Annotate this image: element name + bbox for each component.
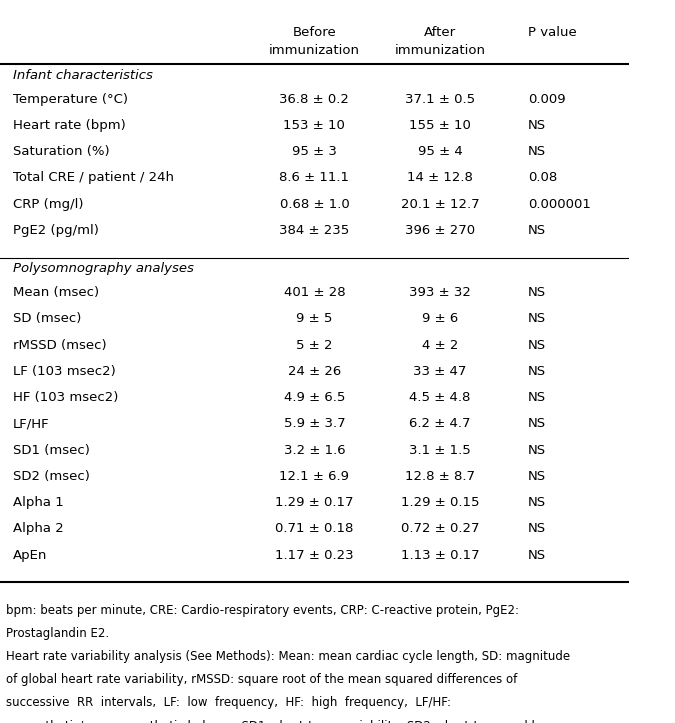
Text: rMSSD (msec): rMSSD (msec) [13,338,106,351]
Text: 401 ± 28: 401 ± 28 [284,286,345,299]
Text: 6.2 ± 4.7: 6.2 ± 4.7 [410,417,471,430]
Text: 384 ± 235: 384 ± 235 [279,224,350,237]
Text: SD1 (msec): SD1 (msec) [13,444,90,457]
Text: ApEn: ApEn [13,549,47,562]
Text: 1.29 ± 0.17: 1.29 ± 0.17 [275,496,354,509]
Text: 33 ± 47: 33 ± 47 [414,365,467,378]
Text: After: After [424,25,456,38]
Text: 4.5 ± 4.8: 4.5 ± 4.8 [410,391,471,404]
Text: NS: NS [528,444,546,457]
Text: NS: NS [528,224,546,237]
Text: Polysomnography analyses: Polysomnography analyses [13,262,194,275]
Text: 5 ± 2: 5 ± 2 [296,338,333,351]
Text: 14 ± 12.8: 14 ± 12.8 [407,171,473,184]
Text: 9 ± 5: 9 ± 5 [296,312,333,325]
Text: NS: NS [528,286,546,299]
Text: LF (103 msec2): LF (103 msec2) [13,365,115,378]
Text: NS: NS [528,470,546,483]
Text: NS: NS [528,549,546,562]
Text: NS: NS [528,417,546,430]
Text: NS: NS [528,338,546,351]
Text: 0.009: 0.009 [528,93,566,106]
Text: Infant characteristics: Infant characteristics [13,69,153,82]
Text: 37.1 ± 0.5: 37.1 ± 0.5 [405,93,475,106]
Text: HF (103 msec2): HF (103 msec2) [13,391,118,404]
Text: LF/HF: LF/HF [13,417,49,430]
Text: Alpha 2: Alpha 2 [13,523,63,535]
Text: Saturation (%): Saturation (%) [13,145,109,158]
Text: 1.13 ± 0.17: 1.13 ± 0.17 [401,549,479,562]
Text: of global heart rate variability, rMSSD: square root of the mean squared differe: of global heart rate variability, rMSSD:… [6,673,518,686]
Text: 1.29 ± 0.15: 1.29 ± 0.15 [401,496,479,509]
Text: 396 ± 270: 396 ± 270 [405,224,475,237]
Text: NS: NS [528,365,546,378]
Text: 155 ± 10: 155 ± 10 [409,119,471,132]
Text: NS: NS [528,312,546,325]
Text: Total CRE / patient / 24h: Total CRE / patient / 24h [13,171,173,184]
Text: 393 ± 32: 393 ± 32 [409,286,471,299]
Text: Heart rate variability analysis (See Methods): Mean: mean cardiac cycle length, : Heart rate variability analysis (See Met… [6,650,570,663]
Text: PgE2 (pg/ml): PgE2 (pg/ml) [13,224,99,237]
Text: 153 ± 10: 153 ± 10 [284,119,346,132]
Text: 24 ± 26: 24 ± 26 [288,365,341,378]
Text: 0.68 ± 1.0: 0.68 ± 1.0 [279,197,349,210]
Text: immunization: immunization [395,44,485,57]
Text: 12.1 ± 6.9: 12.1 ± 6.9 [279,470,350,483]
Text: 4.9 ± 6.5: 4.9 ± 6.5 [284,391,345,404]
Text: 95 ± 3: 95 ± 3 [292,145,337,158]
Text: immunization: immunization [269,44,360,57]
Text: 12.8 ± 8.7: 12.8 ± 8.7 [405,470,475,483]
Text: bpm: beats per minute, CRE: Cardio-respiratory events, CRP: C-reactive protein, : bpm: beats per minute, CRE: Cardio-respi… [6,604,519,617]
Text: 4 ± 2: 4 ± 2 [422,338,458,351]
Text: P value: P value [528,25,577,38]
Text: 95 ± 4: 95 ± 4 [418,145,462,158]
Text: NS: NS [528,391,546,404]
Text: 0.08: 0.08 [528,171,558,184]
Text: 0.000001: 0.000001 [528,197,591,210]
Text: Temperature (°C): Temperature (°C) [13,93,128,106]
Text: 1.17 ± 0.23: 1.17 ± 0.23 [275,549,354,562]
Text: 3.2 ± 1.6: 3.2 ± 1.6 [284,444,345,457]
Text: sympathetic/parasympathetic balance, SD1: short-term variability, SD2: short-ter: sympathetic/parasympathetic balance, SD1… [6,719,558,723]
Text: 20.1 ± 12.7: 20.1 ± 12.7 [401,197,479,210]
Text: NS: NS [528,496,546,509]
Text: Mean (msec): Mean (msec) [13,286,99,299]
Text: 3.1 ± 1.5: 3.1 ± 1.5 [409,444,471,457]
Text: 36.8 ± 0.2: 36.8 ± 0.2 [279,93,350,106]
Text: NS: NS [528,119,546,132]
Text: NS: NS [528,523,546,535]
Text: SD2 (msec): SD2 (msec) [13,470,90,483]
Text: Heart rate (bpm): Heart rate (bpm) [13,119,126,132]
Text: 8.6 ± 11.1: 8.6 ± 11.1 [279,171,350,184]
Text: NS: NS [528,145,546,158]
Text: 0.71 ± 0.18: 0.71 ± 0.18 [275,523,354,535]
Text: Prostaglandin E2.: Prostaglandin E2. [6,627,109,640]
Text: 5.9 ± 3.7: 5.9 ± 3.7 [284,417,345,430]
Text: CRP (mg/l): CRP (mg/l) [13,197,83,210]
Text: 0.72 ± 0.27: 0.72 ± 0.27 [401,523,479,535]
Text: successive  RR  intervals,  LF:  low  frequency,  HF:  high  frequency,  LF/HF:: successive RR intervals, LF: low frequen… [6,696,452,709]
Text: Alpha 1: Alpha 1 [13,496,63,509]
Text: Before: Before [292,25,336,38]
Text: 9 ± 6: 9 ± 6 [422,312,458,325]
Text: SD (msec): SD (msec) [13,312,81,325]
